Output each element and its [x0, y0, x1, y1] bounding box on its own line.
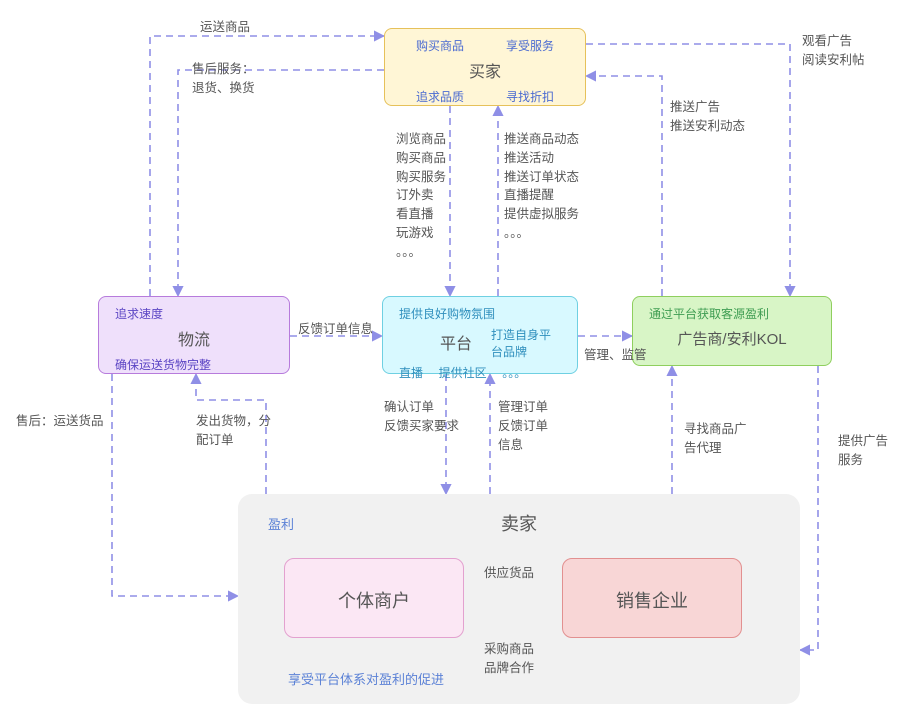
label-platform-to-buyer: 推送商品动态 推送活动 推送订单状态 直播提醒 提供虚拟服务 。。。 — [504, 130, 579, 243]
buyer-sub-2: 享受服务 — [506, 37, 554, 54]
label-purchase: 采购商品 品牌合作 — [484, 640, 534, 678]
logistics-sub-2: 确保运送货物完整 — [115, 356, 211, 373]
node-enterprise: 销售企业 — [562, 558, 742, 638]
label-manage-order: 管理订单 反馈订单 信息 — [498, 398, 548, 454]
seller-title: 卖家 — [254, 510, 784, 536]
platform-sub-1: 提供良好购物氛围 — [399, 305, 495, 322]
buyer-sub-1: 购买商品 — [416, 37, 464, 54]
label-provide-ad: 提供广告 服务 — [838, 432, 888, 470]
platform-sub-4: 提供社区 — [439, 364, 487, 381]
node-platform: 提供良好购物氛围 平台 打造自身平台品牌 直播 提供社区 。。。 — [382, 296, 578, 374]
platform-sub-5: 。。。 — [502, 364, 526, 381]
node-logistics: 追求速度 物流 确保运送货物完整 — [98, 296, 290, 374]
label-buyer-to-platform: 浏览商品 购买商品 购买服务 订外卖 看直播 玩游戏 。。。 — [396, 130, 446, 261]
advertiser-title: 广告商/安利KOL — [643, 328, 821, 349]
node-individual: 个体商户 — [284, 558, 464, 638]
platform-sub-3: 直播 — [399, 364, 423, 381]
label-feedback-order: 反馈订单信息 — [298, 320, 373, 339]
label-confirm-order: 确认订单 反馈买家要求 — [384, 398, 459, 436]
platform-title: 平台 — [427, 330, 485, 354]
node-buyer: 购买商品 享受服务 买家 追求品质 寻找折扣 — [384, 28, 586, 106]
label-return-ship: 售后：运送货品 — [16, 412, 104, 431]
label-push-ads: 推送广告 推送安利动态 — [670, 98, 745, 136]
label-manage: 管理、监管 — [584, 346, 647, 365]
logistics-title: 物流 — [109, 326, 279, 350]
logistics-sub-1: 追求速度 — [115, 305, 163, 322]
advertiser-sub: 通过平台获取客源盈利 — [649, 305, 769, 322]
buyer-sub-3: 追求品质 — [416, 88, 464, 105]
seller-note-tl: 盈利 — [268, 514, 294, 533]
individual-title: 个体商户 — [338, 591, 410, 611]
node-advertiser: 通过平台获取客源盈利 广告商/安利KOL — [632, 296, 832, 366]
diagram-canvas: 购买商品 享受服务 买家 追求品质 寻找折扣 追求速度 物流 确保运送货物完整 … — [0, 0, 906, 724]
buyer-title: 买家 — [395, 58, 575, 82]
seller-note-bl: 享受平台体系对盈利的促进 — [288, 669, 444, 688]
label-find-ad-agent: 寻找商品广 告代理 — [684, 420, 747, 458]
platform-sub-2: 打造自身平台品牌 — [491, 326, 561, 360]
label-dispatch: 发出货物，分 配订单 — [196, 412, 271, 450]
label-ship-goods: 运送商品 — [200, 18, 250, 37]
label-watch-ads: 观看广告 阅读安利帖 — [802, 32, 865, 70]
label-supply: 供应货品 — [484, 564, 534, 583]
buyer-sub-4: 寻找折扣 — [506, 88, 554, 105]
label-after-sales: 售后服务： 退货、换货 — [192, 60, 255, 98]
enterprise-title: 销售企业 — [616, 591, 688, 611]
